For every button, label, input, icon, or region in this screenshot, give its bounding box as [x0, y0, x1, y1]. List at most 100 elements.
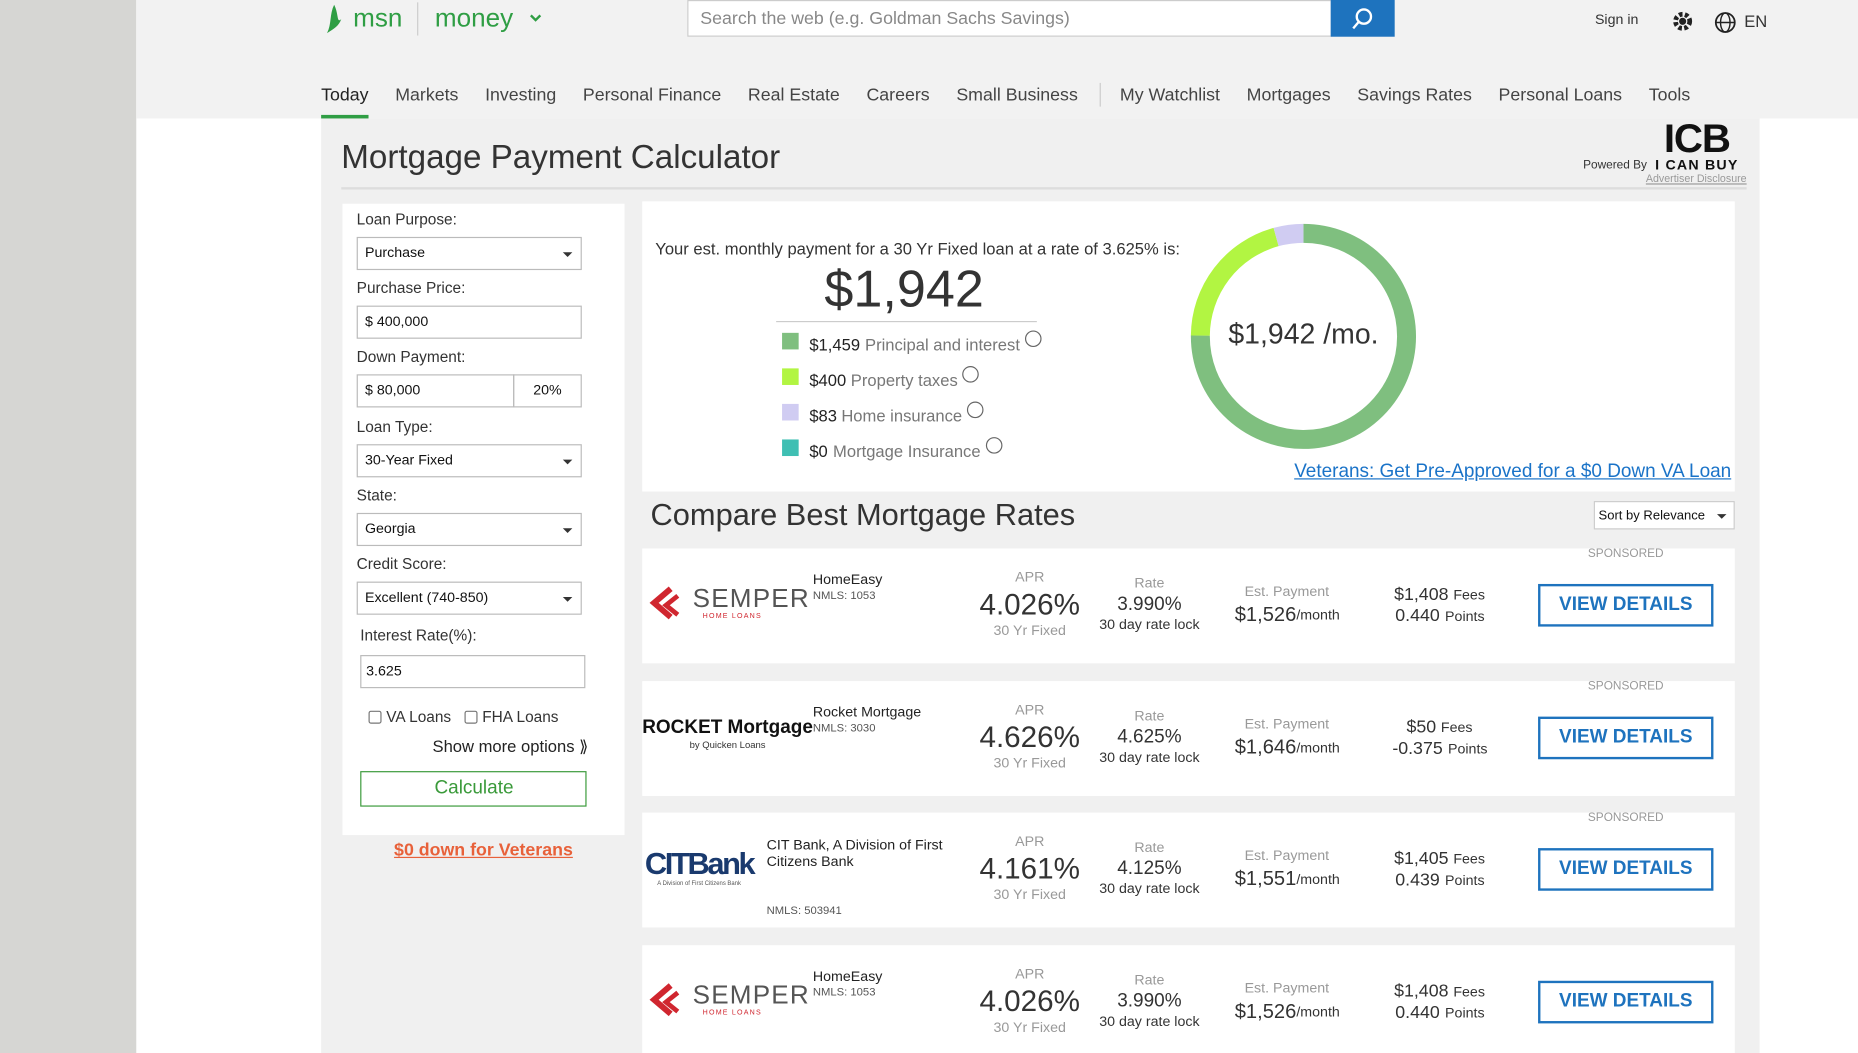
brand: msn [353, 2, 403, 33]
term: 30 Yr Fixed [993, 886, 1066, 904]
points: 0.440 [1395, 605, 1440, 626]
donut-label: $1,942 /mo. [1228, 318, 1379, 351]
nav-item[interactable]: Savings Rates [1357, 84, 1472, 105]
offer-card: SPONSORED ROCKET Mortgage by Quicken Loans… [642, 680, 1735, 796]
view-details-button[interactable]: VIEW DETAILS [1538, 583, 1714, 627]
summary-intro: Your est. monthly payment for a 30 Yr Fi… [655, 239, 1180, 259]
term: 30 Yr Fixed [993, 754, 1066, 771]
nav-item[interactable]: My Watchlist [1119, 84, 1220, 105]
sort-select[interactable]: Sort by Relevance [1593, 501, 1735, 530]
info-icon[interactable] [966, 401, 984, 419]
view-details-button[interactable]: VIEW DETAILS [1538, 848, 1714, 892]
points-label: Points [1445, 872, 1485, 889]
field-label: Loan Purpose: [356, 210, 457, 229]
nav-item[interactable]: Tools [1648, 84, 1691, 105]
points: 0.440 [1395, 1002, 1440, 1023]
field-input[interactable]: Georgia [356, 512, 582, 546]
field-label: Down Payment: [356, 348, 466, 366]
language[interactable]: EN [1744, 11, 1768, 31]
nav-item[interactable]: Personal Loans [1498, 84, 1623, 105]
info-icon[interactable] [962, 366, 979, 383]
points-label: Points [1448, 740, 1488, 757]
field-input[interactable]: Purchase [356, 236, 582, 271]
apr: 4.026% [979, 588, 1080, 622]
field-label: Loan Type: [356, 417, 433, 435]
view-details-button[interactable]: VIEW DETAILS [1538, 980, 1714, 1024]
checkbox[interactable] [464, 710, 478, 724]
nav-item[interactable]: Investing [485, 84, 557, 105]
checkbox[interactable] [368, 710, 382, 724]
lender-logo: SEMPER [692, 980, 810, 1010]
va-link[interactable]: Veterans: Get Pre-Approved for a $0 Down… [1294, 461, 1732, 482]
term: 30 Yr Fixed [993, 621, 1066, 639]
chevron [530, 14, 542, 22]
nav-item[interactable]: Today [321, 85, 369, 118]
rate-label: Rate [1134, 706, 1165, 724]
nav-bar: Today Markets Investing Personal Finance Rea… [321, 81, 1717, 118]
field-value: $ 400,000 [364, 313, 429, 330]
rates-title: Compare Best Mortgage Rates [650, 496, 1076, 532]
nav-item[interactable]: Careers [866, 84, 930, 105]
offer-card: SPONSORED SEMPER HOME LOANS HomeEasy NMLS: 1… [642, 547, 1735, 664]
lender-name: HomeEasy [812, 967, 883, 985]
nav-item[interactable]: Real Estate [747, 84, 840, 105]
logo-sub: I CAN BUY [1655, 156, 1739, 174]
payment-label: Est. Payment [1244, 715, 1330, 732]
dropdown-arrow [1716, 514, 1727, 519]
globe-icon [1714, 12, 1736, 33]
sign-in[interactable]: Sign in [1594, 10, 1639, 28]
field-input[interactable]: Excellent (740-850) [356, 581, 582, 615]
field-input[interactable]: $ 80,000 [356, 374, 515, 408]
offer-card: SPONSORED CITBank A Division of First Citi… [642, 812, 1735, 928]
nav-item[interactable]: Personal Finance [582, 84, 722, 105]
fees: $1,408 [1394, 584, 1449, 605]
payment-label: Est. Payment [1244, 847, 1330, 865]
percent-value: 20% [533, 381, 562, 399]
apr: 4.626% [979, 720, 1080, 754]
lender-name: CIT Bank, A Division of First Citizens B… [766, 836, 943, 870]
search-box[interactable]: Search the web (e.g. Goldman Sachs Savin… [687, 0, 1332, 37]
rate-lock: 30 day rate lock [1099, 748, 1200, 765]
breakdown-amount: $1,459 [809, 335, 861, 355]
field-value: 30-Year Fixed [364, 450, 453, 468]
disclosure[interactable]: Advertiser Disclosure [1645, 172, 1747, 185]
legend-swatch [782, 403, 799, 421]
field-input[interactable]: 30-Year Fixed [356, 443, 582, 477]
lender-name: Rocket Mortgage [812, 703, 922, 720]
field-input[interactable]: 3.625 [360, 655, 586, 689]
lender-logo-sub: HOME LOANS [702, 1009, 762, 1018]
view-details-label: VIEW DETAILS [1559, 991, 1693, 1012]
nmls: NMLS: 1053 [812, 589, 876, 603]
payment-per: /month [1296, 738, 1340, 756]
points-label: Points [1445, 607, 1485, 625]
field-input[interactable]: $ 400,000 [356, 305, 582, 339]
search-button[interactable] [1330, 0, 1395, 37]
rate: 4.125% [1117, 858, 1182, 880]
info-icon[interactable] [985, 437, 1003, 454]
side-gutter [0, 0, 137, 1053]
dropdown-arrow [562, 252, 573, 258]
nav-item[interactable]: Markets [395, 84, 459, 105]
lender-logo-sub: by Quicken Loans [689, 739, 766, 750]
search-placeholder: Search the web (e.g. Goldman Sachs Savin… [700, 8, 1070, 29]
veterans-link[interactable]: $0 down for Veterans [394, 840, 573, 861]
field-value: Excellent (740-850) [364, 588, 489, 606]
show-more[interactable]: Show more options ⟫ [432, 736, 589, 756]
rate: 3.990% [1117, 594, 1182, 615]
sponsored: SPONSORED [1587, 547, 1664, 561]
apr: 4.161% [979, 852, 1080, 887]
rate-label: Rate [1134, 971, 1165, 989]
dropdown-arrow [562, 596, 573, 602]
breakdown-label: Property taxes [850, 370, 958, 390]
payment: $1,526 [1234, 1000, 1297, 1023]
fees: $1,405 [1394, 849, 1449, 870]
nav-item[interactable]: Mortgages [1246, 84, 1331, 105]
calculate-button[interactable]: Calculate [360, 771, 587, 807]
payment: $1,646 [1234, 735, 1297, 758]
lender-name: HomeEasy [812, 571, 883, 588]
donut-segment [1190, 223, 1416, 449]
nav-item[interactable]: Small Business [956, 84, 1078, 105]
view-details-button[interactable]: VIEW DETAILS [1538, 716, 1714, 759]
percent-input[interactable]: 20% [513, 374, 582, 408]
info-icon[interactable] [1024, 330, 1042, 348]
